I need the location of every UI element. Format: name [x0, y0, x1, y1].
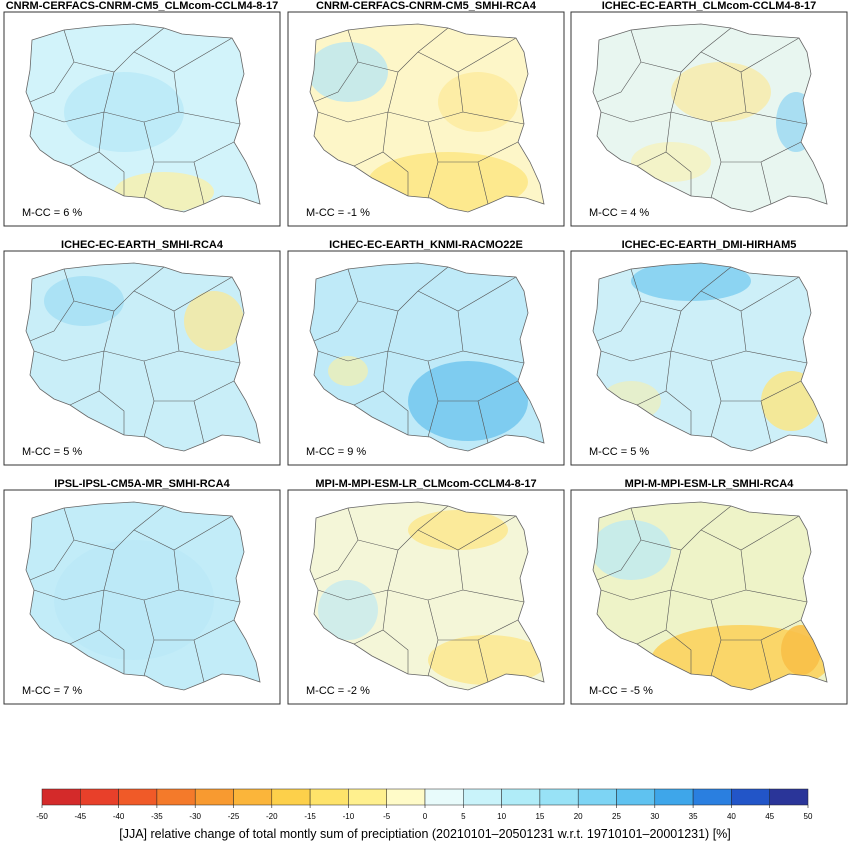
colorbar-box	[654, 788, 694, 806]
colorbar-box	[692, 788, 732, 806]
shade	[44, 276, 124, 326]
colorbar-tick-label: -30	[189, 812, 201, 821]
shade	[54, 540, 214, 660]
colorbar-box	[348, 788, 387, 806]
colorbar-tick-label: -25	[228, 812, 240, 821]
shade	[438, 72, 518, 132]
colorbar-tick-label: -45	[75, 812, 87, 821]
colorbar-tick-label: 30	[650, 812, 659, 821]
panel-label: M-CC = -5 %	[589, 685, 653, 697]
shade	[671, 62, 771, 122]
colorbar-tick-label: 50	[804, 812, 813, 821]
colorbar-tick-label: 35	[689, 812, 698, 821]
shade	[428, 635, 544, 685]
panel-title: MPI-M-MPI-ESM-LR_SMHI-RCA4	[625, 478, 795, 490]
shade	[64, 72, 184, 152]
shading	[54, 540, 214, 660]
caption: [JJA] relative change of total montly su…	[119, 827, 731, 841]
panel-title: IPSL-IPSL-CM5A-MR_SMHI-RCA4	[54, 478, 230, 490]
panel-label: M-CC = 9 %	[306, 446, 366, 458]
shading	[318, 510, 544, 685]
colorbar-tick-label: 10	[497, 812, 506, 821]
colorbar-box	[616, 788, 656, 806]
panel-label: M-CC = 7 %	[22, 685, 82, 697]
colorbar-box	[156, 788, 196, 806]
colorbar-box	[769, 788, 809, 806]
shading	[44, 276, 244, 351]
panel-title: ICHEC-EC-EARTH_CLMcom-CCLM4-8-17	[602, 0, 817, 12]
panel-title: ICHEC-EC-EARTH_KNMI-RACMO22E	[329, 239, 523, 251]
panel-title: CNRM-CERFACS-CNRM-CM5_CLMcom-CCLM4-8-17	[6, 0, 279, 12]
colorbar-box	[539, 788, 579, 806]
colorbar-box	[386, 788, 426, 806]
colorbar-box	[233, 788, 273, 806]
shade	[593, 520, 671, 580]
map	[309, 262, 545, 452]
panel-label: M-CC = 5 %	[22, 446, 82, 458]
colorbar-box	[118, 788, 158, 806]
panel-title: CNRM-CERFACS-CNRM-CM5_SMHI-RCA4	[316, 0, 537, 12]
colorbar-tick-label: -35	[151, 812, 163, 821]
colorbar-box	[309, 788, 349, 806]
map	[309, 501, 545, 691]
colorbar-box	[194, 788, 234, 806]
colorbar-tick-label: 5	[461, 812, 466, 821]
colorbar-box	[577, 788, 617, 806]
panel-label: M-CC = 5 %	[589, 446, 649, 458]
colorbar-box	[501, 788, 541, 806]
colorbar-tick-label: -15	[304, 812, 316, 821]
colorbar-tick-label: -5	[383, 812, 391, 821]
colorbar-box	[41, 788, 81, 806]
colorbar-tick-label: 40	[727, 812, 736, 821]
panel-title: MPI-M-MPI-ESM-LR_CLMcom-CCLM4-8-17	[315, 478, 536, 490]
shade	[408, 510, 508, 550]
colorbar-tick-label: 25	[612, 812, 621, 821]
colorbar-box	[80, 788, 119, 806]
panel-label: M-CC = 4 %	[589, 207, 649, 219]
colorbar-tick-label: -50	[36, 812, 48, 821]
shade	[781, 625, 821, 675]
colorbar-box	[271, 788, 311, 806]
colorbar-tick-label: -40	[113, 812, 125, 821]
panel-label: M-CC = 6 %	[22, 207, 82, 219]
panel-title: ICHEC-EC-EARTH_SMHI-RCA4	[61, 239, 224, 251]
colorbar-box	[424, 788, 464, 806]
colorbar-tick-label: 0	[423, 812, 428, 821]
colorbar-tick-label: -10	[343, 812, 355, 821]
panel-label: M-CC = -1 %	[306, 207, 370, 219]
colorbar-tick-label: -20	[266, 812, 278, 821]
shade	[631, 263, 751, 301]
panel-title: ICHEC-EC-EARTH_DMI-HIRHAM5	[622, 239, 797, 251]
shade	[184, 291, 244, 351]
map	[25, 262, 261, 452]
map	[25, 501, 261, 691]
panel-label: M-CC = -2 %	[306, 685, 370, 697]
colorbar-box	[731, 788, 770, 806]
colorbar-tick-label: 15	[535, 812, 544, 821]
colorbar-tick-label: 20	[574, 812, 583, 821]
shade	[310, 42, 388, 102]
colorbar-box	[463, 788, 502, 806]
colorbar-tick-label: 45	[765, 812, 774, 821]
shade	[328, 356, 368, 386]
